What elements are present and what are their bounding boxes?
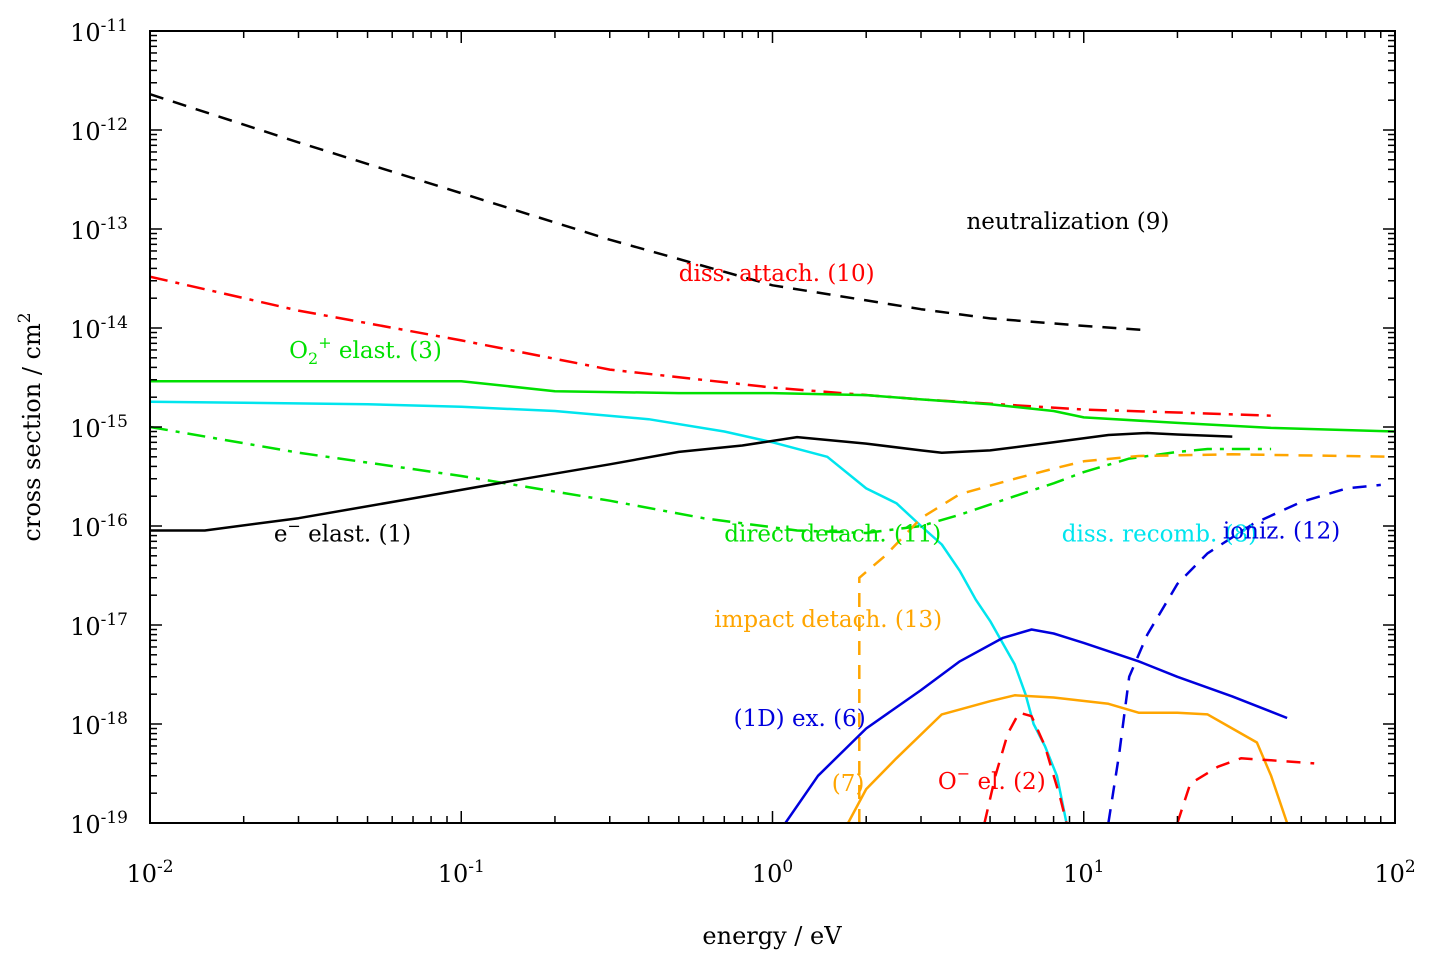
y-tick-label: 10-14	[70, 313, 128, 344]
series-line-e-elast	[150, 431, 1233, 532]
y-tick-label: 10-13	[70, 214, 128, 245]
series-line-o-minus-el-high	[1176, 757, 1315, 823]
series-line-diss-attach	[150, 275, 1272, 417]
annotation-diss-recomb: diss. recomb. (8)	[1062, 521, 1257, 547]
annotation-o2plus-elast: O2+ elast. (3)	[289, 333, 442, 368]
x-tick-label: 10-2	[126, 857, 173, 888]
series-line-o2plus-elast	[150, 379, 1395, 433]
series-line-diss-recomb	[150, 400, 1068, 823]
x-tick-label: 10-1	[438, 857, 485, 888]
x-tick-label: 102	[1374, 857, 1415, 888]
annotation-o-minus-el: O− el. (2)	[938, 764, 1046, 795]
series-line-ionization	[1107, 483, 1381, 823]
y-tick-label: 10-12	[70, 115, 128, 146]
annotation-diss-attach: diss. attach. (10)	[679, 261, 875, 287]
y-tick-label: 10-19	[70, 808, 128, 839]
y-axis-title-main: cross section / cm	[18, 323, 46, 542]
y-tick-label: 10-17	[70, 610, 128, 641]
minor-ticks	[149, 31, 1395, 824]
annotation-layer: neutralization (9) diss. attach. (10) O2+ …	[274, 209, 1340, 797]
x-axis-title: energy / eV	[702, 922, 842, 950]
annotation-1d-ex: (1D) ex. (6)	[734, 706, 866, 732]
series-line-direct-detach	[150, 425, 1272, 535]
y-tick-label: 10-15	[70, 412, 128, 443]
tick-labels: 10-2 10-1 100 101 102 10-11 10-12 10-13 10-14 10-…	[70, 16, 1416, 888]
y-axis-title-exponent: 2	[15, 312, 35, 323]
series-line-impact-detach	[858, 453, 1395, 823]
series-line-1d-ex	[784, 628, 1288, 823]
series-layer	[150, 93, 1395, 823]
x-tick-label: 100	[752, 857, 793, 888]
annotation-reaction-7: (7)	[832, 771, 865, 797]
series-line-neutralization	[150, 93, 1148, 332]
annotation-direct-detach: direct detach. (11)	[724, 521, 941, 547]
annotation-neutralization: neutralization (9)	[966, 209, 1169, 235]
series-line-reaction-7	[846, 694, 1289, 823]
series-line-o-minus-el-low	[983, 711, 1068, 823]
annotation-ionization: ioniz. (12)	[1223, 518, 1340, 544]
plot-frame	[149, 30, 1396, 824]
y-tick-label: 10-16	[70, 511, 128, 542]
annotation-impact-detach: impact detach. (13)	[714, 607, 942, 633]
annotation-e-elast: e− elast. (1)	[274, 516, 411, 547]
y-tick-label: 10-18	[70, 709, 128, 740]
y-axis-title: cross section / cm2	[15, 312, 46, 541]
y-tick-label: 10-11	[70, 16, 128, 47]
x-tick-label: 101	[1063, 857, 1104, 888]
